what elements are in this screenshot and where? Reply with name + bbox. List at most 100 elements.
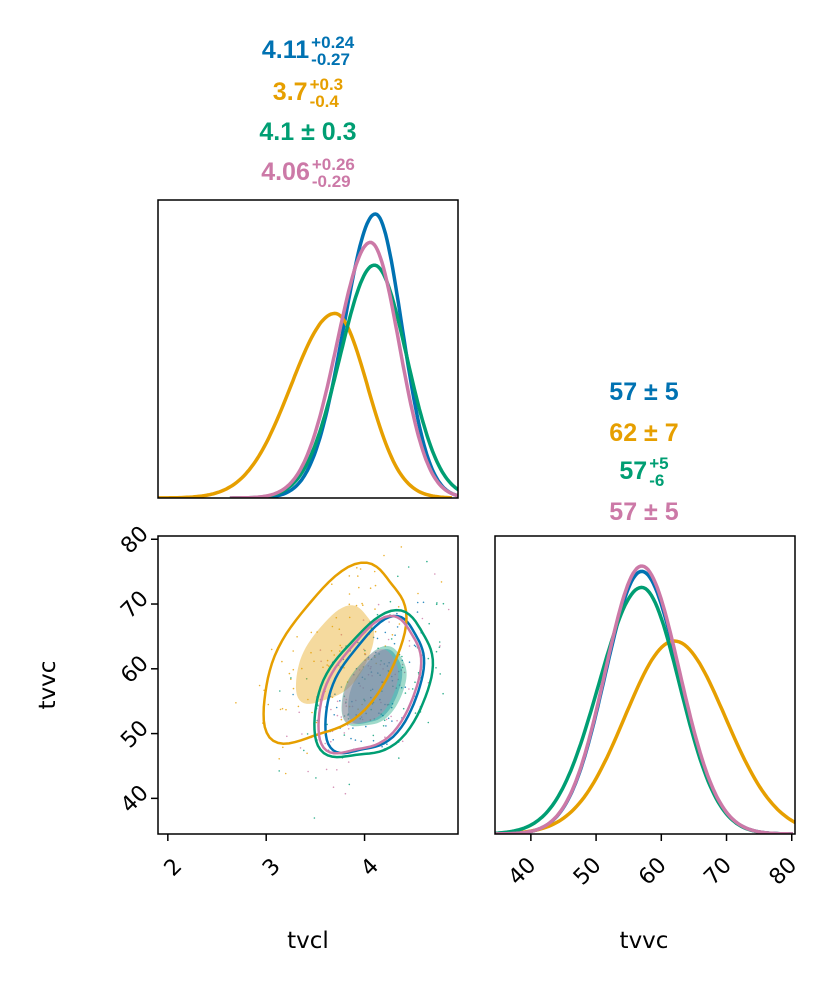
scatter-point (416, 601, 419, 604)
scatter-point (258, 684, 261, 687)
scatter-point (391, 720, 393, 722)
y-tick-label: 60 (116, 651, 153, 688)
scatter-point (278, 770, 281, 772)
scatter-point (435, 650, 438, 653)
contour-line-series-3 (313, 608, 435, 759)
scatter-point (263, 907, 265, 909)
scatter-point (305, 678, 308, 680)
scatter-point (325, 768, 328, 771)
scatter-point (387, 638, 390, 641)
scatter-point (343, 732, 346, 734)
scatter-point (292, 687, 295, 690)
contour-line-series-4 (317, 614, 423, 755)
scatter-point (288, 672, 291, 675)
scatter-point (340, 718, 343, 721)
scatter-point (377, 672, 379, 674)
filled-region-series-2 (295, 605, 375, 704)
scatter-point (384, 631, 387, 634)
x-tick-label: 60 (634, 853, 671, 890)
scatter-point (369, 719, 372, 721)
scatter-point (332, 739, 335, 741)
scatter-point (400, 686, 403, 689)
stat-lower-error: -0.27 (311, 50, 350, 69)
scatter-point (408, 661, 411, 663)
scatter-point (316, 631, 318, 633)
scatter-point (427, 657, 430, 660)
scatter-point (363, 698, 365, 701)
scatter-point (281, 660, 283, 663)
scatter-point (370, 671, 373, 673)
scatter-point (370, 689, 372, 692)
stat-upper-error: +5 (649, 454, 668, 473)
panel-tvcl-marginal (157, 199, 459, 499)
scatter-point (362, 619, 365, 621)
scatter-point (350, 737, 352, 740)
scatter-point (339, 650, 341, 652)
scatter-point (397, 606, 400, 608)
filled-region-series-3 (341, 645, 407, 727)
scatter-point (357, 641, 359, 644)
scatter-point (427, 721, 430, 724)
scatter-point (389, 600, 392, 603)
scatter-point (390, 638, 393, 640)
scatter-point (343, 695, 346, 698)
stat-tvvc-series-3: 57 +5-6 (619, 454, 668, 490)
scatter-point (355, 667, 358, 670)
scatter-point (392, 685, 394, 688)
scatter-point (360, 740, 363, 743)
stat-tvcl-series-2: 3.7 +0.3-0.4 (273, 75, 343, 111)
density-line-tvcl-series-2 (158, 311, 452, 498)
scatter-point (414, 681, 416, 683)
scatter-point (284, 772, 287, 775)
stat-lower-error: -0.29 (312, 172, 351, 191)
scatter-point (401, 666, 404, 669)
scatter-point (390, 706, 393, 709)
scatter-point (332, 786, 335, 788)
scatter-point (376, 637, 379, 640)
scatter-point (391, 703, 394, 705)
scatter-point (285, 708, 287, 711)
scatter-point (436, 602, 438, 604)
scatter-point (388, 661, 390, 664)
scatter-point (364, 678, 366, 680)
scatter-point (414, 645, 417, 648)
scatter-point (333, 654, 336, 656)
stat-median: 62 ± 7 (609, 419, 678, 447)
scatter-point (401, 663, 404, 666)
panel-frame (157, 199, 459, 499)
scatter-point (398, 623, 401, 625)
scatter-point (370, 658, 373, 661)
scatter-point (357, 708, 359, 710)
scatter-point (367, 665, 370, 667)
scatter-point (362, 666, 365, 668)
scatter-point (372, 636, 375, 639)
scatter-point (281, 707, 284, 710)
scatter-point (394, 634, 396, 636)
contour-line-series-2 (262, 561, 408, 745)
scatter-point (377, 647, 379, 650)
scatter-point (400, 669, 403, 671)
scatter-point (373, 717, 376, 720)
scatter-point (351, 705, 354, 708)
scatter-point (440, 581, 443, 583)
density-line-tvvc-series-2 (495, 639, 795, 834)
axes: 2 3 4 40 40 50 50 60 60 70 70 80 80 (116, 522, 802, 891)
density-line-tvvc-series-4 (495, 564, 793, 834)
density-line-tvvc-series-3 (495, 585, 793, 834)
scatter-point (270, 648, 273, 651)
scatter-point (385, 725, 387, 727)
scatter-point (380, 660, 382, 662)
scatter-point (299, 747, 302, 749)
scatter-point (340, 633, 343, 636)
stat-upper-error: +0.24 (311, 33, 355, 52)
stat-lower-error: -0.4 (310, 92, 340, 111)
scatter-point (401, 659, 404, 662)
scatter-point (348, 616, 351, 619)
stat-tvvc-series-2: 62 ± 7 (609, 419, 678, 447)
scatter-point (376, 613, 379, 616)
scatter-point (417, 592, 419, 595)
scatter-point (422, 601, 425, 604)
panel-frame (494, 535, 796, 835)
scatter-point (374, 584, 377, 587)
scatter-point (367, 656, 370, 659)
